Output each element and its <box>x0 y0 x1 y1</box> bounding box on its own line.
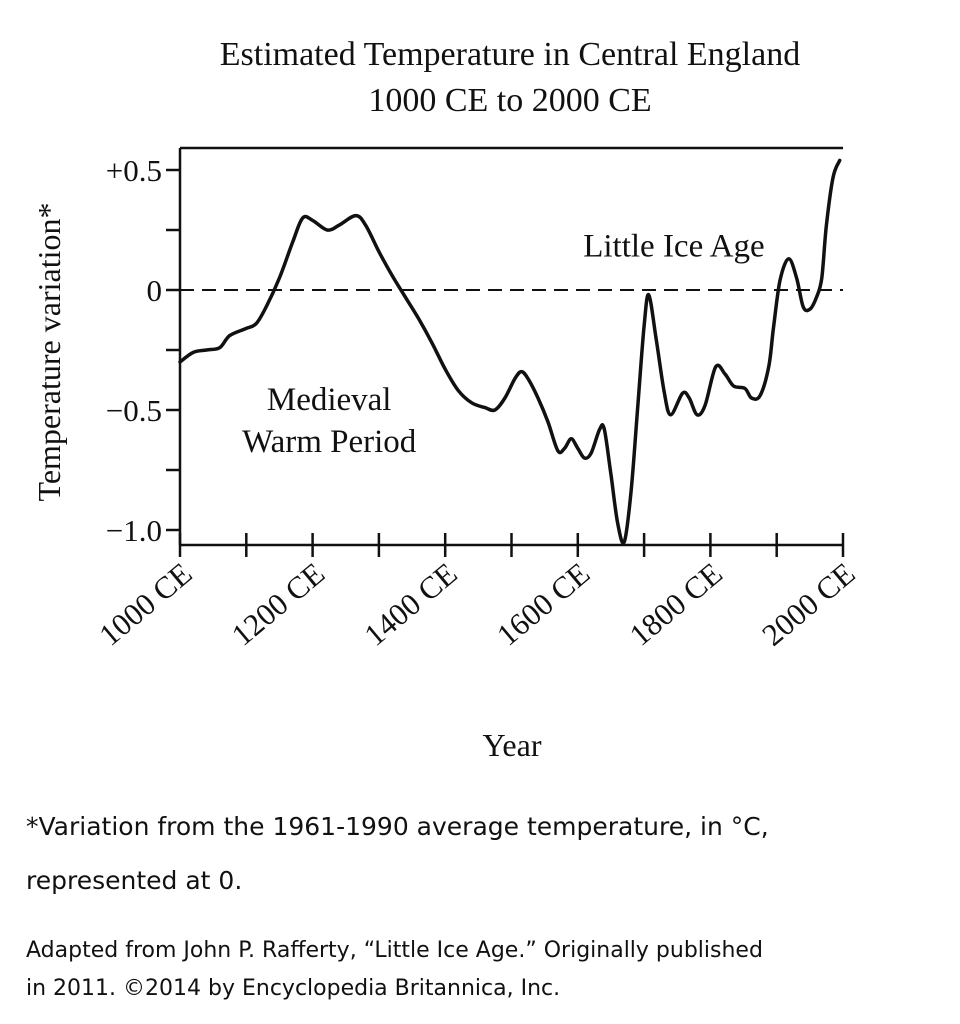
x-tick-label: 1000 CE <box>92 556 198 653</box>
chart-annotation: Little Ice Age <box>583 228 764 264</box>
footnote-line-1: *Variation from the 1961-1990 average te… <box>26 812 769 841</box>
y-axis-label: Temperature variation* <box>31 203 67 502</box>
credit-line-1: Adapted from John P. Rafferty, “Little I… <box>26 938 763 963</box>
x-tick-label: 1400 CE <box>357 556 463 653</box>
temperature-series-line <box>178 158 842 545</box>
credit-line-2: in 2011. ©2014 by Encyclopedia Britannic… <box>26 976 561 1001</box>
y-tick-label: −0.5 <box>106 393 162 428</box>
x-tick-label: 1600 CE <box>490 556 596 653</box>
chart-subtitle: 1000 CE to 2000 CE <box>368 82 652 119</box>
chart-annotation: Warm Period <box>242 424 417 460</box>
chart-title: Estimated Temperature in Central England <box>219 36 801 73</box>
y-tick-label: +0.5 <box>106 153 162 188</box>
footnote-line-2: represented at 0. <box>26 866 243 895</box>
y-tick-label: 0 <box>147 273 163 308</box>
x-tick-label: 1800 CE <box>623 556 729 653</box>
y-tick-label: −1.0 <box>106 513 162 548</box>
temperature-chart: +0.5 0 −0.5 −1.0 1000 CE 1200 CE 1400 CE 1600 … <box>31 146 861 763</box>
x-tick-label: 2000 CE <box>755 556 861 653</box>
chart-annotation: Medieval <box>267 382 392 418</box>
x-tick-label: 1200 CE <box>225 556 331 653</box>
x-axis-label: Year <box>483 727 542 763</box>
